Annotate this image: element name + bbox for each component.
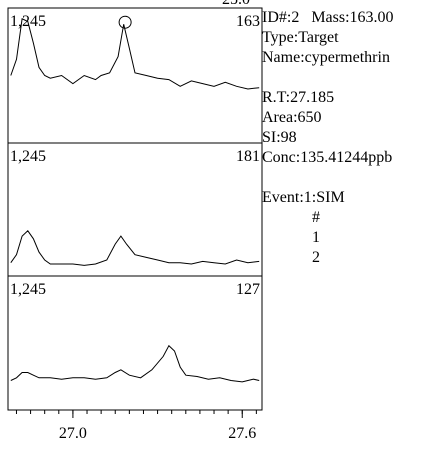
panel-left-label: 1,245 <box>10 13 46 30</box>
top-cutoff-label: 25.0 <box>222 0 250 8</box>
event-index-header: # <box>312 209 320 226</box>
x-tick-label: 27.6 <box>228 425 256 442</box>
panel-right-label: 181 <box>236 148 260 165</box>
event-index-2: 2 <box>312 249 320 266</box>
compound-info-panel: ID#:2 Mass:163.00 Type:Target Name:cyper… <box>262 8 422 268</box>
panel-right-label: 163 <box>236 13 260 30</box>
panels: 1,245 163 1,245 181 1,245 127 <box>7 7 263 411</box>
chromatogram-trace-1 <box>10 18 260 90</box>
chromatogram-panel-2: 1,245 181 <box>7 142 263 277</box>
area-text: Area:650 <box>262 109 322 126</box>
panel-frame <box>7 275 263 411</box>
panel-left-label: 1,245 <box>10 281 46 298</box>
retention-time-text: R.T:27.185 <box>262 89 335 106</box>
chromatogram-panel-1: 1,245 163 <box>7 7 263 144</box>
x-tick-label: 27.0 <box>59 425 87 442</box>
spacer <box>262 168 422 188</box>
panel-right-label: 127 <box>236 281 260 298</box>
concentration-text: Conc:135.41244ppb <box>262 149 393 166</box>
si-text: SI:98 <box>262 129 297 146</box>
event-index-1: 1 <box>312 229 320 246</box>
chromatogram-trace-3 <box>10 344 260 383</box>
peak-marker-circle <box>118 15 132 29</box>
type-text: Type:Target <box>262 29 339 46</box>
panel-frame <box>7 142 263 277</box>
spacer <box>262 68 422 88</box>
x-axis: 27.0 27.6 <box>15 410 257 442</box>
chromatogram-panel-3: 1,245 127 <box>7 275 263 411</box>
panel-frame <box>7 7 263 144</box>
id-mass-text: ID#:2 Mass:163.00 <box>262 9 394 26</box>
panel-left-label: 1,245 <box>10 148 46 165</box>
chromatogram-trace-2 <box>10 230 260 266</box>
name-text: Name:cypermethrin <box>262 49 390 66</box>
event-text: Event:1:SIM <box>262 189 345 206</box>
